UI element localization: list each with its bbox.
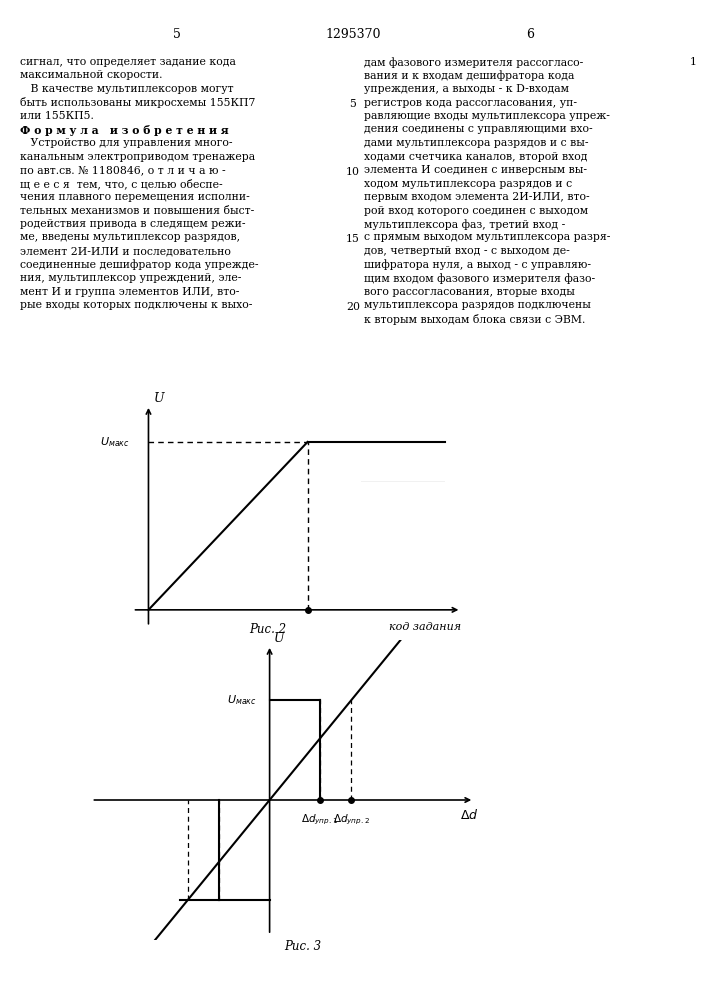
Text: $U_{макс}$: $U_{макс}$ [227,693,257,707]
Text: вого рассогласования, вторые входы: вого рассогласования, вторые входы [364,287,575,297]
Text: быть использованы микросхемы 155КП7: быть использованы микросхемы 155КП7 [20,98,255,108]
Text: 5: 5 [349,99,356,109]
Text: Ф о р м у л а   и з о б р е т е н и я: Ф о р м у л а и з о б р е т е н и я [20,124,228,135]
Text: рые входы которых подключены к выхо-: рые входы которых подключены к выхо- [20,300,252,310]
Text: ме, введены мультиплексор разрядов,: ме, введены мультиплексор разрядов, [20,232,240,242]
Text: шифратора нуля, а выход - с управляю-: шифратора нуля, а выход - с управляю- [364,260,591,270]
Text: U: U [274,632,284,645]
Text: с прямым выходом мультиплексора разря-: с прямым выходом мультиплексора разря- [364,232,610,242]
Text: щ е е с я  тем, что, с целью обеспе-: щ е е с я тем, что, с целью обеспе- [20,179,223,189]
Text: максимальной скорости.: максимальной скорости. [20,70,163,81]
Text: канальным электроприводом тренажера: канальным электроприводом тренажера [20,152,255,162]
Text: родействия привода в следящем режи-: родействия привода в следящем режи- [20,219,245,229]
Text: Устройство для управления много-: Устройство для управления много- [20,138,233,148]
Text: ходом мультиплексора разрядов и с: ходом мультиплексора разрядов и с [364,179,572,189]
Text: дам фазового измерителя рассогласо-: дам фазового измерителя рассогласо- [364,57,583,68]
Text: В качестве мультиплексоров могут: В качестве мультиплексоров могут [20,84,233,94]
Text: мультиплексора разрядов подключены: мультиплексора разрядов подключены [364,300,591,310]
Text: 1295370: 1295370 [325,28,380,41]
Text: упреждения, а выходы - к D-входам: упреждения, а выходы - к D-входам [364,84,569,94]
Text: ния, мультиплексор упреждений, эле-: ния, мультиплексор упреждений, эле- [20,273,241,283]
Text: по авт.св. № 1180846, о т л и ч а ю -: по авт.св. № 1180846, о т л и ч а ю - [20,165,226,175]
Text: код задания: код задания [389,622,461,632]
Text: равляющие входы мультиплексора упреж-: равляющие входы мультиплексора упреж- [364,111,610,121]
Text: первым входом элемента 2И-ИЛИ, вто-: первым входом элемента 2И-ИЛИ, вто- [364,192,590,202]
Text: регистров кода рассогласования, уп-: регистров кода рассогласования, уп- [364,98,577,107]
Text: $U_{макс}$: $U_{макс}$ [100,435,130,449]
Text: соединенные дешифратор кода упрежде-: соединенные дешифратор кода упрежде- [20,260,258,270]
Text: U: U [154,392,164,405]
Text: тельных механизмов и повышения быст-: тельных механизмов и повышения быст- [20,206,254,216]
Text: 6: 6 [526,28,534,41]
Text: дения соединены с управляющими вхо-: дения соединены с управляющими вхо- [364,124,592,134]
Text: мультиплексора фаз, третий вход -: мультиплексора фаз, третий вход - [364,219,566,230]
Text: дами мультиплексора разрядов и с вы-: дами мультиплексора разрядов и с вы- [364,138,589,148]
Text: $\Delta d_{упр.1}$: $\Delta d_{упр.1}$ [301,813,338,827]
Text: чения плавного перемещения исполни-: чения плавного перемещения исполни- [20,192,250,202]
Text: 5: 5 [173,28,181,41]
Text: 1: 1 [690,57,697,67]
Text: 10: 10 [346,167,360,177]
Text: $\Delta d$: $\Delta d$ [460,808,478,822]
Text: вания и к входам дешифратора кода: вания и к входам дешифратора кода [364,70,575,81]
Text: рой вход которого соединен с выходом: рой вход которого соединен с выходом [364,206,588,216]
Text: элемента И соединен с инверсным вы-: элемента И соединен с инверсным вы- [364,165,587,175]
Text: Рис. 2: Рис. 2 [249,623,286,636]
Text: мент И и группа элементов ИЛИ, вто-: мент И и группа элементов ИЛИ, вто- [20,287,239,297]
Text: или 155КП5.: или 155КП5. [20,111,93,121]
Text: ходами счетчика каналов, второй вход: ходами счетчика каналов, второй вход [364,152,588,162]
Text: Рис. 3: Рис. 3 [284,940,321,953]
Text: 20: 20 [346,302,360,312]
Text: 15: 15 [346,234,360,244]
Text: $\Delta d_{упр.2}$: $\Delta d_{упр.2}$ [333,813,370,827]
Text: элемент 2И-ИЛИ и последовательно: элемент 2И-ИЛИ и последовательно [20,246,230,256]
Text: к вторым выходам блока связи с ЭВМ.: к вторым выходам блока связи с ЭВМ. [364,314,585,325]
Text: дов, четвертый вход - с выходом де-: дов, четвертый вход - с выходом де- [364,246,570,256]
Text: сигнал, что определяет задание кода: сигнал, что определяет задание кода [20,57,235,67]
Text: щим входом фазового измерителя фазо-: щим входом фазового измерителя фазо- [364,273,595,284]
